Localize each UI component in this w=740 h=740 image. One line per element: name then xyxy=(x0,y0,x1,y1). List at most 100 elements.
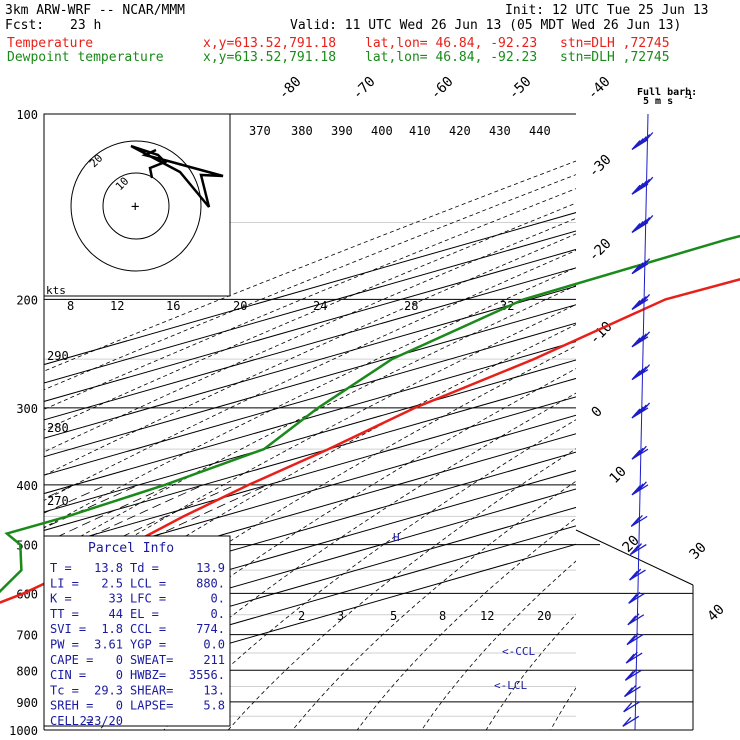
wind-barb xyxy=(631,132,654,151)
dry-adiabat-line xyxy=(44,249,576,501)
isotherm-line xyxy=(44,414,576,568)
wind-barb-flag xyxy=(637,333,647,344)
valid-time: Valid: 11 UTC Wed 26 Jun 13 (05 MDT Wed … xyxy=(290,18,682,33)
dewpoint-legend-latlon: lat,lon= 46.84, -92.23 xyxy=(365,50,538,65)
parcel-row-label2: HWBZ= xyxy=(130,668,166,682)
wind-barb-flag xyxy=(637,180,647,191)
temperature-legend-xy: x,y=613.52,791.18 xyxy=(203,36,337,51)
wind-barb-flag xyxy=(632,568,642,579)
dry-adiabat-line xyxy=(44,202,576,431)
parcel-row-value2: 774. xyxy=(196,622,225,636)
wind-barb xyxy=(631,445,649,460)
wind-barb-flag xyxy=(637,136,647,146)
isotherm-label: 10 xyxy=(607,464,630,487)
parcel-row-label: PW = xyxy=(50,638,79,652)
parcel-row-value: 29.3 xyxy=(94,683,123,697)
wind-barb xyxy=(624,685,641,698)
barb-key-unit-exp: -1 xyxy=(684,93,692,101)
parcel-row-value: 1.8 xyxy=(101,622,123,636)
wind-barb xyxy=(631,331,651,348)
left-theta-label: 280 xyxy=(47,421,69,435)
parcel-row-label: Tc = xyxy=(50,683,79,697)
pressure-label-600: 600 xyxy=(16,587,38,601)
pressure-label-400: 400 xyxy=(16,479,38,493)
wind-barb-flag xyxy=(623,702,633,713)
forecast-hours: 23 h xyxy=(70,18,102,33)
wind-barb xyxy=(627,613,645,626)
parcel-info-title: Parcel Info xyxy=(88,541,174,556)
lower-mixing-ratio-label: 3 xyxy=(337,609,344,623)
lower-mixing-ratio-label: 12 xyxy=(480,609,494,623)
hodograph-panel xyxy=(43,113,231,297)
wind-barb-staff xyxy=(629,569,646,581)
isotherm-label: -70 xyxy=(350,74,379,103)
isotherm-line xyxy=(44,341,576,495)
parcel-row-label2: LCL = xyxy=(130,576,166,590)
isotherm-label: -60 xyxy=(428,74,457,103)
wind-barb xyxy=(624,668,642,681)
pressure-label-200: 200 xyxy=(16,293,38,307)
dewpoint-legend-label: Dewpoint temperature xyxy=(7,50,164,65)
dry-adiabat-line xyxy=(227,448,576,730)
isotherm-line xyxy=(44,359,576,513)
pressure-label-800: 800 xyxy=(16,664,38,678)
wind-barb xyxy=(625,651,643,664)
isotherm-label: -50 xyxy=(506,74,535,103)
wind-barb-flag xyxy=(624,687,633,697)
dry-adiabat-line xyxy=(44,267,576,529)
dry-adiabat-line xyxy=(356,517,576,730)
wind-barb-flag xyxy=(627,685,637,695)
theta-label: 430 xyxy=(489,124,511,138)
theta-label: 410 xyxy=(409,124,431,138)
parcel-row-value: 0 xyxy=(116,668,123,682)
level-markers: <-CCL <-LCL H xyxy=(393,531,535,692)
pressure-label-900: 900 xyxy=(16,696,38,710)
wind-barb-flag xyxy=(628,593,638,604)
parcel-info-frame xyxy=(43,535,231,727)
mixing-ratio-label: 24 xyxy=(313,299,327,313)
theta-label: 370 xyxy=(249,124,271,138)
wind-barb-flag xyxy=(634,298,644,308)
mixing-ratio-label: 8 xyxy=(67,299,74,313)
parcel-row-label: TT = xyxy=(50,607,79,621)
wind-barb-flag xyxy=(634,221,644,231)
wind-barb-flag xyxy=(631,485,641,496)
isotherm-line xyxy=(44,322,576,476)
isotherm-label: -20 xyxy=(586,236,615,265)
wind-barb-flag xyxy=(641,294,651,304)
forecast-label: Fcst: xyxy=(5,18,45,33)
isotherm-label: -40 xyxy=(585,74,614,103)
wind-barb-flag xyxy=(631,408,641,419)
lower-mixing-ratio-label: 8 xyxy=(439,609,446,623)
wind-barb-flag xyxy=(631,184,641,195)
theta-label: 390 xyxy=(331,124,353,138)
parcel-row-value2: 0. xyxy=(211,592,225,606)
wind-barb-flag xyxy=(637,445,647,456)
wind-barb-flag xyxy=(631,370,641,381)
lower-mixing-ratio-label: 5 xyxy=(390,609,397,623)
wind-barb-staff xyxy=(625,652,643,664)
wind-barb-flag xyxy=(631,300,641,310)
theta-label: 380 xyxy=(291,124,313,138)
wind-barb-flag xyxy=(630,516,640,527)
parcel-row-value2: 5.8 xyxy=(203,699,225,713)
left-theta-label: 270 xyxy=(47,494,69,508)
wind-barb xyxy=(631,294,651,310)
hodograph-center: + xyxy=(131,199,139,215)
parcel-row-value: 0 xyxy=(116,699,123,713)
dry-adiabat-line xyxy=(485,613,576,730)
model-title: 3km ARW-WRF -- NCAR/MMM xyxy=(5,3,186,18)
parcel-row-label: T = xyxy=(50,561,72,575)
wind-barb xyxy=(628,591,646,604)
lower-mixing-ratio-label: 20 xyxy=(537,609,551,623)
dry-adiabat-line xyxy=(421,560,576,730)
wind-barb-flag xyxy=(626,635,636,646)
wind-barb-flag xyxy=(634,182,644,193)
wind-barb-flag xyxy=(631,449,641,460)
mixing-ratio-label: 28 xyxy=(404,299,418,313)
wind-barb-flag xyxy=(631,264,641,275)
mixing-ratio-label: 20 xyxy=(233,299,247,313)
wind-barb-flag xyxy=(634,447,644,458)
wind-barb-flag xyxy=(634,262,644,273)
